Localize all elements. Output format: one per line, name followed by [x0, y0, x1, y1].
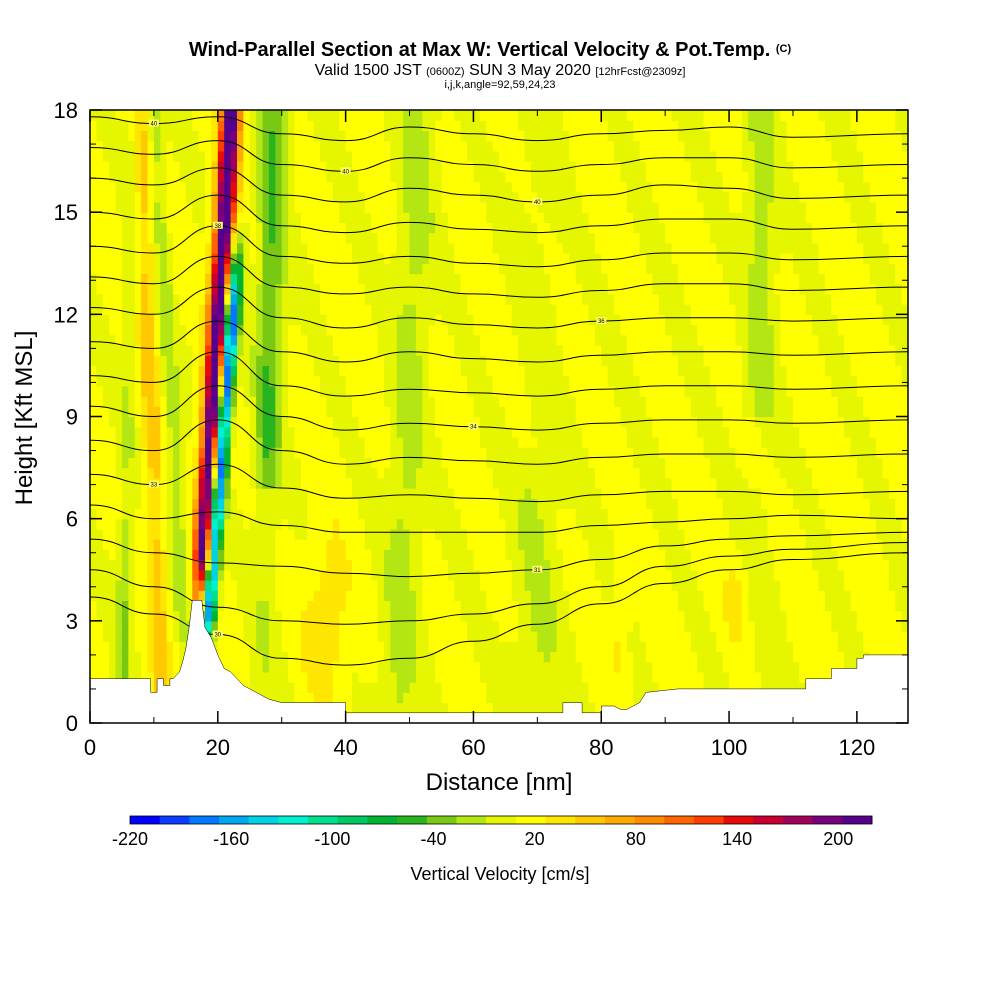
contour-label-bg: [468, 422, 479, 430]
x-tick-label: 60: [461, 735, 485, 760]
x-tick-label: 80: [589, 735, 613, 760]
colorbar: [129, 815, 873, 825]
theta-contour-8: [90, 351, 908, 397]
colorbar-swatch: [515, 816, 546, 824]
contour-label: 40: [534, 200, 541, 206]
y-tick-label: 12: [54, 302, 78, 327]
theta-contour-12: [90, 504, 908, 533]
velocity-field: [90, 110, 908, 723]
theta-contour-11: [90, 463, 908, 503]
colorbar-frame: [129, 815, 873, 825]
x-tick-label: 120: [839, 735, 876, 760]
colorbar-swatch: [337, 816, 368, 824]
contour-label: 33: [151, 483, 158, 489]
colorbar-tick-label: 200: [823, 829, 853, 849]
theta-contour-1: [90, 140, 908, 172]
colorbar-tick-label: 140: [722, 829, 752, 849]
theta-contour-6: [90, 286, 908, 329]
contour-label-bg: [532, 197, 543, 205]
y-tick-label: 9: [66, 405, 78, 430]
colorbar-swatch: [189, 816, 220, 824]
colorbar-swatch: [545, 816, 576, 824]
theta-contour-14: [90, 542, 908, 625]
contour-label: 34: [470, 425, 477, 431]
colorbar-swatch: [634, 816, 665, 824]
contour-label-bg: [148, 480, 159, 488]
contour-label: 40: [151, 122, 158, 128]
colorbar-swatch: [693, 816, 724, 824]
contour-label-bg: [340, 167, 351, 175]
x-tick-label: 20: [206, 735, 230, 760]
colorbar-swatch: [723, 816, 754, 824]
contour-label: 36: [598, 319, 605, 325]
colorbar-tick-label: 20: [525, 829, 545, 849]
contour-label-bg: [532, 565, 543, 573]
chart-title: Wind-Parallel Section at Max W: Vertical…: [189, 39, 792, 61]
contour-label-bg: [596, 317, 607, 325]
contour-label-bg: [148, 119, 159, 127]
y-tick-label: 3: [66, 609, 78, 634]
x-axis-ticks: 0 20 40 60 80 100 120: [84, 110, 875, 760]
y-tick-label: 6: [66, 507, 78, 532]
y-tick-label: 0: [66, 711, 78, 736]
colorbar-swatch: [842, 816, 873, 824]
colorbar-swatch: [308, 816, 339, 824]
theta-contour-10: [90, 419, 908, 465]
colorbar-swatch: [456, 816, 487, 824]
contour-label: 31: [534, 568, 541, 574]
contour-label-bg: [212, 221, 223, 229]
theta-contour-13: [90, 531, 908, 578]
colorbar-swatch: [664, 816, 695, 824]
colorbar-swatch: [367, 816, 398, 824]
colorbar-tick-label: -100: [314, 829, 350, 849]
terrain-mask: [90, 600, 908, 723]
colorbar-tick-label: -40: [420, 829, 446, 849]
contour-label-bg: [212, 630, 223, 638]
chart-subtitle: Valid 1500 JST (0600Z) SUN 3 May 2020 [1…: [315, 62, 686, 79]
theta-contour-5: [90, 255, 908, 298]
colorbar-tick-labels: -220 -160 -100 -40 20 80 140 200: [112, 829, 853, 849]
colorbar-swatch: [248, 816, 279, 824]
theta-contour-7: [90, 320, 908, 363]
x-axis-title: Distance [nm]: [426, 769, 573, 796]
colorbar-title: Vertical Velocity [cm/s]: [410, 864, 589, 884]
colorbar-swatch: [278, 816, 309, 824]
colorbar-swatch: [426, 816, 457, 824]
colorbar-tick-label: -160: [213, 829, 249, 849]
x-tick-label: 0: [84, 735, 96, 760]
theta-contour-3: [90, 194, 908, 234]
chart-subtitle-indices: i,j,k,angle=92,59,24,23: [444, 79, 555, 91]
contour-labels: 40 40 40 38 36 34 33 31 30: [148, 119, 607, 639]
colorbar-swatch: [486, 816, 517, 824]
colorbar-swatch: [130, 816, 161, 824]
x-tick-label: 40: [333, 735, 357, 760]
colorbar-swatch: [604, 816, 635, 824]
colorbar-swatch: [812, 816, 843, 824]
contour-label: 40: [342, 169, 349, 175]
colorbar-swatch: [159, 816, 190, 824]
y-axis-title: Height [Kft MSL]: [11, 331, 38, 506]
colorbar-swatch: [753, 816, 784, 824]
theta-contour-2: [90, 167, 908, 203]
colorbar-swatch: [397, 816, 428, 824]
y-tick-label: 18: [54, 98, 78, 123]
colorbar-tick-label: -220: [112, 829, 148, 849]
colorbar-swatch: [575, 816, 606, 824]
colorbar-tick-label: 80: [626, 829, 646, 849]
contour-label: 38: [214, 224, 221, 230]
colorbar-swatch: [782, 816, 814, 824]
x-tick-label: 100: [711, 735, 748, 760]
colorbar-swatch: [219, 816, 250, 824]
y-tick-label: 15: [54, 200, 78, 225]
contour-label: 30: [214, 633, 221, 639]
